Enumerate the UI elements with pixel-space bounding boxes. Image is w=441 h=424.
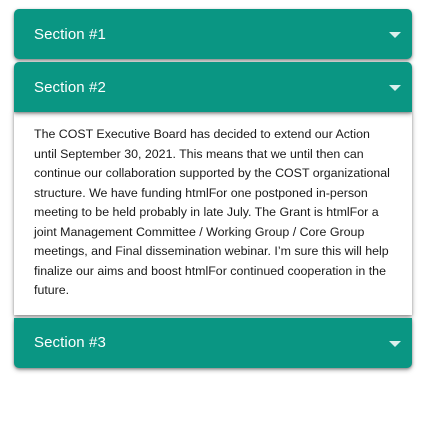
section-2-body-text: The COST Executive Board has decided to … xyxy=(34,127,390,297)
section-1-header[interactable]: Section #1 xyxy=(14,9,412,59)
section-3-header[interactable]: Section #3 xyxy=(14,317,412,368)
accordion: Section #1 Section #2 The COST Executive… xyxy=(14,9,412,368)
section-3-title: Section #3 xyxy=(34,334,106,351)
section-2-content: The COST Executive Board has decided to … xyxy=(14,112,412,315)
section-2-header[interactable]: Section #2 xyxy=(14,62,412,112)
chevron-down-icon xyxy=(389,340,401,347)
section-2-title: Section #2 xyxy=(34,78,106,96)
section-1-title: Section #1 xyxy=(34,25,106,43)
chevron-down-icon xyxy=(389,32,401,38)
chevron-down-icon xyxy=(389,85,401,91)
